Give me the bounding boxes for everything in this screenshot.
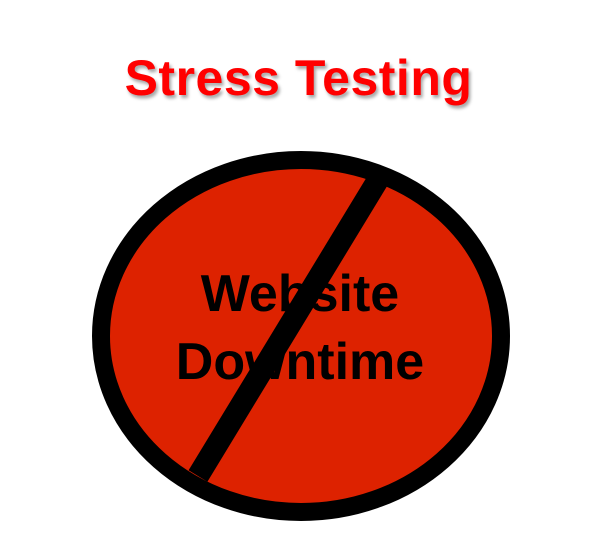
sign-label: Website Downtime (95, 260, 505, 396)
page-title: Stress Testing (124, 50, 473, 106)
slash-bar (188, 164, 394, 482)
sign-disc (92, 151, 510, 521)
sign-label-line-2: Downtime (175, 333, 425, 391)
